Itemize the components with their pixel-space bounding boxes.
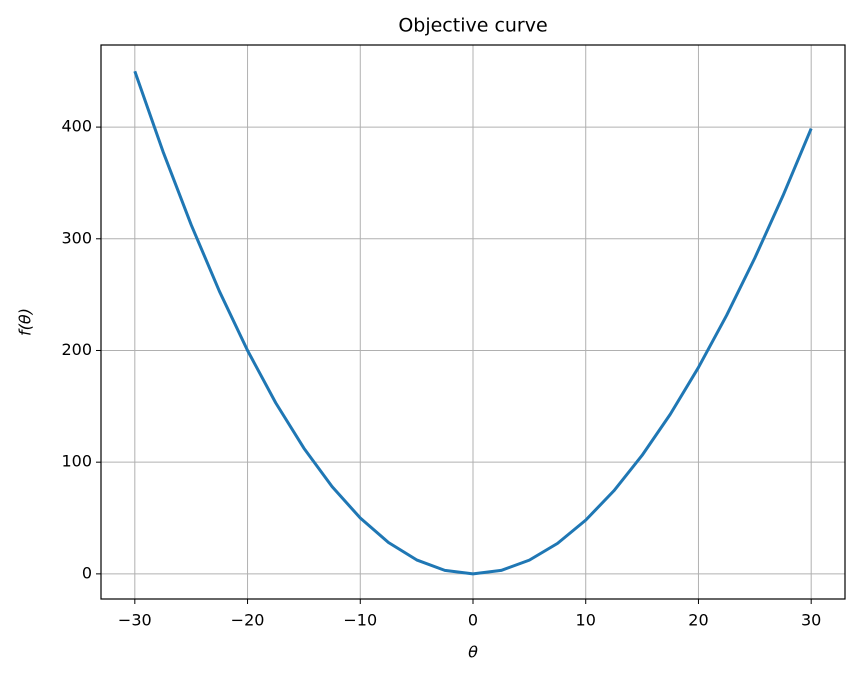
x-tick-label: −30 [118, 611, 152, 630]
y-tick-label: 0 [82, 563, 92, 582]
plot-frame [100, 44, 846, 600]
x-tick-label: 30 [801, 611, 821, 630]
chart-title: Objective curve [398, 15, 547, 37]
x-tick-label: 10 [576, 611, 596, 630]
y-tick-label: 100 [61, 452, 92, 471]
y-tick-label: 200 [61, 340, 92, 359]
y-axis-label: f(θ) [16, 308, 35, 336]
x-tick-label: −20 [231, 611, 265, 630]
x-axis-label: θ [468, 643, 478, 662]
y-tick-label: 300 [61, 228, 92, 247]
x-tick-label: −10 [343, 611, 377, 630]
x-tick-label: 20 [688, 611, 708, 630]
y-tick-label: 400 [61, 117, 92, 136]
x-tick-label: 0 [468, 611, 478, 630]
data-line [133, 70, 813, 576]
